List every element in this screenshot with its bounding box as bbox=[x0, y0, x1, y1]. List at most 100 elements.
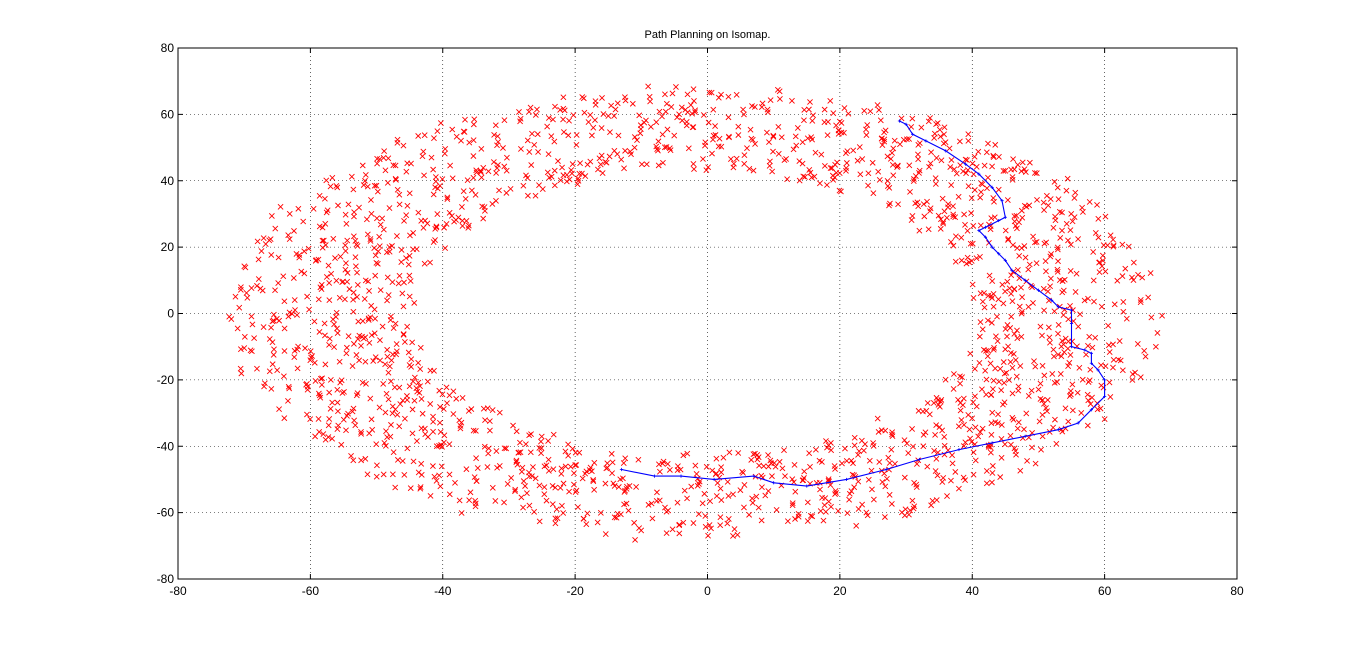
scatter-point bbox=[705, 164, 712, 171]
scatter-point bbox=[663, 508, 670, 515]
scatter-point bbox=[1017, 467, 1024, 474]
scatter-point bbox=[551, 138, 558, 145]
scatter-point bbox=[561, 107, 568, 114]
scatter-point bbox=[471, 116, 478, 123]
scatter-point bbox=[447, 162, 454, 169]
scatter-point bbox=[809, 513, 816, 520]
path-point bbox=[957, 447, 961, 452]
scatter-point bbox=[441, 150, 448, 157]
scatter-point bbox=[620, 460, 627, 466]
scatter-point bbox=[312, 378, 319, 384]
scatter-point bbox=[1047, 275, 1054, 282]
scatter-point bbox=[496, 187, 502, 194]
scatter-point bbox=[489, 484, 496, 491]
scatter-point bbox=[403, 168, 410, 175]
scatter-point bbox=[763, 129, 770, 136]
scatter-point bbox=[550, 431, 557, 438]
scatter-point bbox=[837, 188, 844, 195]
scatter-point bbox=[237, 346, 244, 353]
scatter-point bbox=[978, 180, 985, 187]
scatter-point bbox=[607, 129, 613, 136]
scatter-point bbox=[370, 358, 377, 364]
scatter-point bbox=[440, 405, 447, 412]
scatter-point bbox=[389, 243, 395, 249]
scatter-point bbox=[937, 133, 944, 140]
scatter-point bbox=[865, 476, 872, 483]
path-point bbox=[997, 218, 1001, 223]
scatter-point bbox=[939, 427, 946, 434]
scatter-point bbox=[254, 282, 260, 289]
scatter-point bbox=[307, 416, 314, 423]
scatter-point bbox=[976, 333, 983, 340]
scatter-point bbox=[490, 159, 497, 165]
scatter-point bbox=[555, 158, 561, 165]
scatter-point bbox=[517, 449, 524, 456]
x-tick-label: -40 bbox=[434, 584, 452, 598]
scatter-point bbox=[501, 163, 508, 170]
scatter-point bbox=[821, 502, 828, 509]
scatter-point bbox=[676, 111, 683, 118]
scatter-point bbox=[581, 109, 588, 116]
scatter-point bbox=[654, 489, 660, 496]
scatter-point bbox=[363, 380, 369, 387]
scatter-point bbox=[924, 463, 931, 470]
scatter-point bbox=[388, 357, 395, 364]
scatter-point bbox=[910, 505, 917, 512]
scatter-point bbox=[725, 493, 732, 499]
scatter-point bbox=[356, 332, 363, 339]
scatter-point bbox=[275, 254, 282, 261]
scatter-point bbox=[1028, 387, 1035, 394]
scatter-point bbox=[989, 409, 996, 416]
scatter-point bbox=[776, 458, 783, 465]
scatter-point bbox=[971, 153, 978, 160]
scatter-point bbox=[1039, 332, 1045, 339]
scatter-point bbox=[914, 199, 921, 206]
scatter-point bbox=[1086, 333, 1093, 340]
scatter-point bbox=[492, 498, 499, 504]
scatter-point bbox=[421, 132, 428, 139]
path-point bbox=[977, 172, 981, 176]
scatter-point bbox=[967, 350, 974, 357]
scatter-point bbox=[1019, 159, 1026, 166]
scatter-point bbox=[1045, 202, 1052, 209]
scatter-point bbox=[321, 320, 328, 327]
scatter-point bbox=[834, 159, 840, 166]
scatter-point bbox=[352, 263, 359, 270]
scatter-point bbox=[545, 438, 552, 444]
scatter-point bbox=[270, 311, 277, 318]
scatter-point bbox=[270, 351, 277, 358]
scatter-point bbox=[354, 281, 361, 288]
scatter-point bbox=[315, 296, 322, 303]
scatter-point bbox=[392, 162, 399, 169]
scatter-point bbox=[961, 211, 968, 218]
scatter-point bbox=[415, 359, 422, 366]
scatter-point bbox=[1005, 343, 1012, 350]
scatter-point bbox=[459, 223, 466, 229]
scatter-point bbox=[674, 499, 681, 506]
scatter-point bbox=[331, 344, 338, 350]
scatter-point bbox=[995, 296, 1002, 303]
scatter-point bbox=[850, 147, 857, 154]
scatter-point bbox=[346, 286, 353, 293]
scatter-point bbox=[383, 428, 389, 435]
scatter-point bbox=[870, 496, 877, 503]
scatter-point bbox=[688, 483, 695, 490]
scatter-point bbox=[485, 445, 492, 452]
scatter-point bbox=[560, 116, 567, 123]
scatter-point bbox=[626, 483, 633, 489]
scatter-point bbox=[656, 468, 663, 475]
scatter-point bbox=[1011, 330, 1018, 337]
scatter-point bbox=[881, 138, 888, 145]
scatter-point bbox=[1057, 234, 1064, 241]
scatter-point bbox=[962, 221, 968, 228]
scatter-point bbox=[902, 506, 909, 513]
scatter-point bbox=[327, 405, 334, 412]
scatter-point bbox=[280, 373, 287, 380]
scatter-point bbox=[1065, 418, 1072, 425]
scatter-point bbox=[587, 464, 594, 471]
scatter-point bbox=[544, 123, 551, 130]
scatter-point bbox=[822, 508, 829, 515]
scatter-point bbox=[789, 502, 796, 509]
scatter-point bbox=[710, 132, 717, 139]
scatter-point bbox=[1084, 391, 1091, 398]
